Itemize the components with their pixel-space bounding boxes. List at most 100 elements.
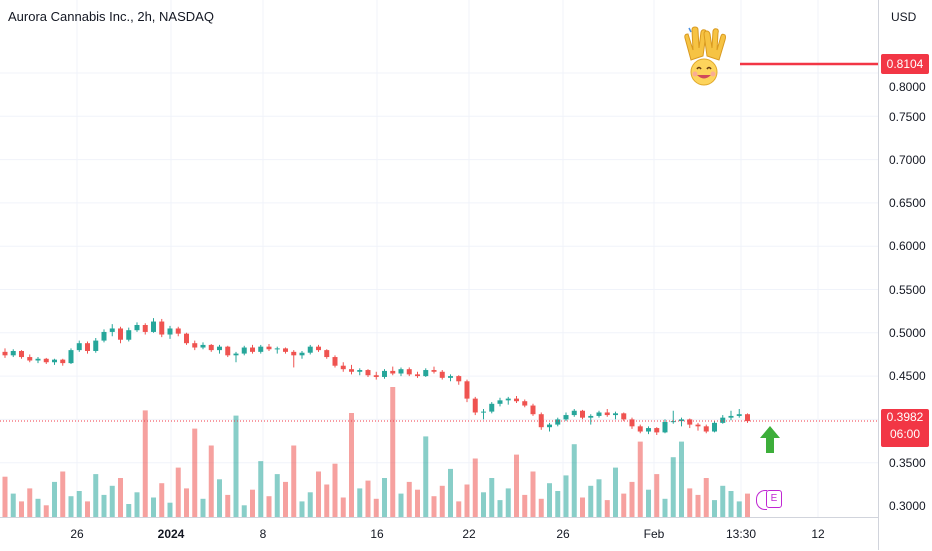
volume-bar (324, 484, 330, 517)
candle-body (159, 321, 165, 335)
candlestick-chart[interactable] (0, 0, 878, 517)
candle-body (10, 350, 16, 356)
time-axis[interactable]: 26 2024 8 16 22 26 Feb 13:30 12 (0, 517, 878, 551)
volume-bar (76, 491, 82, 517)
volume-bar (481, 492, 486, 517)
green-up-arrow-icon (760, 426, 780, 454)
volume-bar (142, 410, 148, 517)
volume-bar (398, 493, 404, 517)
candle-body (76, 343, 82, 351)
volume-bar (126, 504, 132, 517)
candle-body (679, 419, 684, 422)
candle-body (415, 374, 420, 377)
candle-body (332, 357, 338, 366)
volume-bar (357, 488, 363, 517)
candle-body (208, 344, 214, 351)
last-price-value: 0.3982 (886, 410, 924, 424)
volume-bar (423, 436, 429, 517)
volume-bar (373, 498, 379, 517)
candle-body (481, 411, 486, 413)
candle-body (2, 351, 8, 356)
volume-bar (538, 498, 544, 517)
volume-bar (464, 484, 470, 517)
candle-body (662, 421, 668, 433)
price-tick: 0.6500 (889, 196, 926, 210)
price-tick: 0.7000 (889, 153, 926, 167)
chart-grid (0, 0, 878, 517)
candle-body (225, 346, 231, 356)
volume-bar (291, 445, 297, 517)
volume-bar (687, 488, 693, 517)
volume-bar (456, 501, 462, 517)
volume-bar (60, 471, 66, 517)
currency-label[interactable]: USD (891, 10, 917, 24)
volume-bar (332, 463, 338, 517)
candle-body (101, 331, 107, 341)
candle-body (489, 403, 495, 412)
candle-body (274, 348, 280, 350)
candle-body (52, 359, 57, 363)
time-tick: 8 (259, 527, 267, 541)
volume-bar (406, 481, 412, 517)
price-axis[interactable]: USD 0.8000 0.7500 0.7000 0.6500 0.6000 0… (878, 0, 932, 550)
volume-bar (217, 479, 222, 517)
volume-bar (266, 496, 272, 517)
volume-bar (679, 441, 684, 517)
volume-bar (225, 494, 231, 517)
candle-body (588, 415, 594, 418)
volume-bar (728, 491, 734, 517)
candle-body (93, 340, 99, 351)
volume-bar (431, 496, 437, 517)
symbol-title[interactable]: Aurora Cannabis Inc., 2h, NASDAQ (8, 9, 214, 24)
candle-body (349, 369, 354, 372)
candle-body (192, 343, 198, 348)
volume-bar (555, 491, 561, 517)
candle-body (382, 370, 387, 377)
volume-bar (167, 502, 173, 517)
candle-body (283, 348, 288, 352)
price-tick: 0.5500 (889, 283, 926, 297)
volume-bar (596, 479, 602, 517)
price-tick: 0.6000 (889, 239, 926, 253)
time-tick: Feb (643, 527, 665, 541)
volume-bar (151, 497, 156, 517)
candle-body (563, 415, 569, 420)
volume-bar (736, 501, 742, 517)
candle-body (398, 369, 404, 374)
earnings-bracket (756, 490, 767, 510)
time-tick: 13:30 (725, 527, 757, 541)
volume-bar (250, 489, 255, 517)
volume-bar (604, 500, 610, 517)
chart-pane[interactable]: Aurora Cannabis Inc., 2h, NASDAQ (0, 0, 878, 517)
volume-bar (85, 501, 90, 517)
volume-bars (2, 387, 750, 517)
volume-bar (274, 474, 280, 517)
candle-body (613, 413, 618, 416)
earnings-marker[interactable]: E (766, 490, 782, 508)
volume-bar (489, 478, 495, 517)
candle-body (514, 398, 519, 402)
candle-body (118, 328, 123, 340)
volume-bar (670, 457, 676, 517)
volume-bar (184, 488, 189, 517)
volume-bar (613, 467, 618, 517)
candle-body (27, 357, 33, 361)
candle-body (109, 328, 115, 332)
candle-body (291, 351, 297, 356)
volume-bar (654, 474, 660, 517)
volume-bar (307, 492, 313, 517)
raising-hands-smile-emoji-icon (681, 22, 727, 88)
candle-body (431, 370, 437, 372)
candle-body (580, 410, 585, 418)
candle-body (472, 398, 478, 413)
candle-body (258, 346, 264, 352)
candle-body (687, 419, 693, 425)
volume-bar (448, 468, 453, 517)
candle-body (728, 415, 734, 418)
volume-bar (439, 485, 445, 517)
volume-bar (522, 494, 528, 517)
last-price-badge: 0.3982 06:00 (881, 409, 929, 447)
price-tick: 0.5000 (889, 326, 926, 340)
time-tick: 12 (811, 527, 825, 541)
candle-body (555, 419, 561, 425)
